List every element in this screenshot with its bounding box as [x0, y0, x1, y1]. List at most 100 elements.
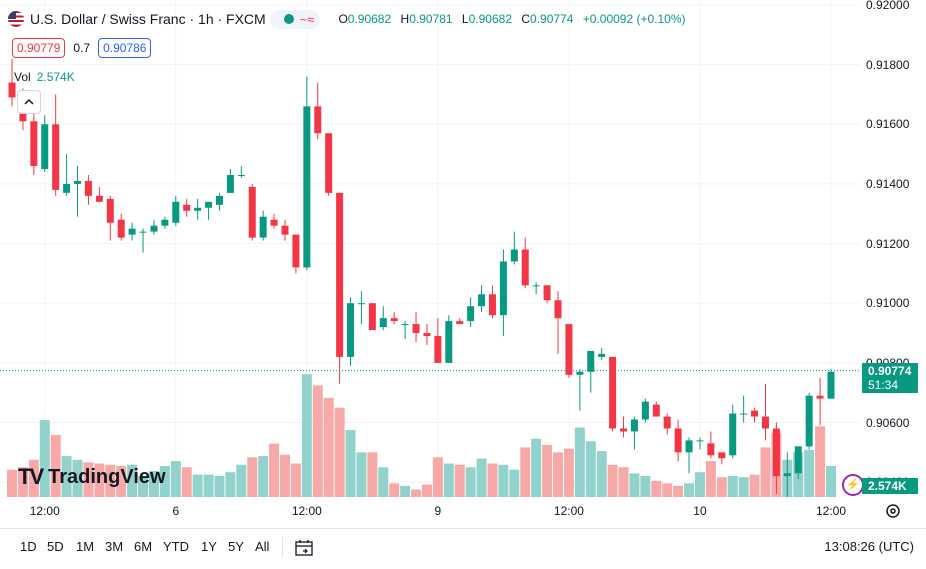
candle-body [805, 395, 813, 447]
volume-bar [684, 483, 695, 497]
candle-body [357, 303, 365, 305]
timeframe-button-5y[interactable]: 5Y [228, 539, 244, 554]
timeframe-button-6m[interactable]: 6M [134, 539, 153, 554]
low-value: 0.90682 [468, 12, 512, 26]
candle-body [456, 321, 464, 325]
price-chart-plot[interactable] [0, 0, 860, 497]
volume-bar [94, 463, 105, 497]
volume-bar [476, 458, 487, 497]
close-key: C [521, 12, 531, 26]
candle-body [729, 413, 737, 456]
candle [215, 192, 223, 211]
volume-bar [7, 469, 17, 497]
candle [576, 368, 584, 411]
volume-bars [7, 374, 836, 497]
symbol-legend: U.S. Dollar / Swiss Franc · 1h · FXCM ~≈… [8, 6, 692, 32]
volume-bar [694, 472, 705, 497]
calendar-goto-icon[interactable] [294, 538, 316, 558]
volume-bar [607, 464, 618, 497]
buy-button[interactable]: 0.90786 [98, 38, 152, 58]
time-tick-label: 10 [693, 504, 707, 518]
candle-body [740, 413, 748, 415]
candle-body [183, 204, 191, 211]
settings-icon[interactable] [884, 502, 902, 520]
volume-bar [148, 470, 159, 497]
candle-body [641, 401, 649, 420]
candle-body [532, 285, 540, 287]
volume-bar [280, 454, 290, 497]
volume-bar [269, 443, 280, 497]
candle-body [117, 219, 125, 238]
candle-body [161, 219, 169, 226]
timeframe-button-1m[interactable]: 1M [76, 539, 95, 554]
collapse-legend-button[interactable] [17, 90, 41, 114]
timeframe-button-5d[interactable]: 5D [47, 539, 64, 554]
lightning-icon[interactable]: ⚡ [842, 474, 864, 496]
volume-bar [116, 466, 127, 497]
candle [456, 318, 464, 325]
candle [390, 312, 398, 325]
candle-body [336, 192, 344, 357]
volume-bar [487, 463, 498, 497]
candle-body [554, 300, 562, 319]
candle [314, 82, 322, 140]
candle-body [707, 443, 715, 456]
symbol-title[interactable]: U.S. Dollar / Swiss Franc · 1h · FXCM [30, 11, 266, 27]
tradingview-logo-text: TradingView [48, 465, 166, 488]
candle [117, 213, 125, 241]
volume-bar [421, 484, 432, 497]
candle [74, 166, 82, 217]
candle-body [783, 473, 791, 477]
candle-body [794, 446, 802, 474]
market-status[interactable]: ~≈ [269, 9, 321, 29]
candle [641, 398, 649, 423]
volume-bar [826, 466, 836, 497]
timeframe-button-1y[interactable]: 1Y [201, 539, 217, 554]
candle [226, 169, 234, 193]
candle [816, 377, 824, 426]
candle-body [761, 416, 769, 429]
candle [128, 222, 136, 241]
timeframe-button-3m[interactable]: 3M [105, 539, 124, 554]
price-tick-label: 0.91000 [866, 296, 910, 311]
candle-body [379, 318, 387, 328]
volume-bar [39, 420, 50, 497]
candle [41, 115, 49, 172]
price-tick-label: 0.91800 [866, 57, 910, 72]
candle-body [423, 333, 431, 337]
timeframe-button-all[interactable]: All [255, 539, 270, 554]
timeframe-button-1d[interactable]: 1D [20, 539, 37, 554]
candle [303, 76, 311, 271]
candle-body [576, 371, 584, 375]
volume-bar [662, 483, 673, 497]
volume-bar [673, 485, 684, 497]
us-flag-icon [8, 11, 24, 27]
volume-bar [585, 441, 596, 497]
volume-bar [400, 485, 411, 497]
candle-body [827, 371, 835, 399]
candle [674, 419, 682, 462]
candle [543, 285, 551, 304]
candle-body [445, 321, 453, 363]
volume-bar [749, 474, 760, 497]
candle [379, 306, 387, 331]
candle-body [598, 353, 606, 357]
candle-body [95, 195, 103, 202]
timeframe-button-ytd[interactable]: YTD [163, 539, 189, 554]
candle-body [587, 350, 595, 372]
open-value: 0.90682 [347, 12, 392, 26]
volume-bar [192, 474, 203, 497]
candle [805, 392, 813, 450]
candle [52, 94, 60, 196]
volume-axis-label: 2.574K [862, 478, 918, 494]
candle [194, 198, 202, 220]
tradingview-logo[interactable]: TV TradingView [18, 464, 166, 490]
sell-button[interactable]: 0.90779 [12, 38, 66, 58]
volume-bar [127, 464, 138, 497]
candle [740, 395, 748, 423]
candle-body [816, 395, 824, 399]
candle-body [215, 195, 223, 205]
clock-timezone[interactable]: 13:08:26 (UTC) [824, 539, 914, 554]
price-tick-label: 0.91200 [866, 236, 910, 251]
candle [783, 452, 791, 497]
